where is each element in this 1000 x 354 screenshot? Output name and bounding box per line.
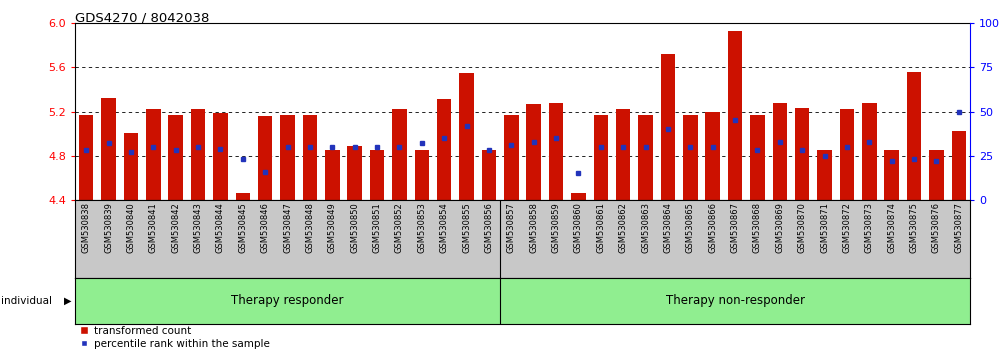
Bar	[437, 99, 451, 200]
Bar	[952, 131, 966, 200]
Text: GSM530868: GSM530868	[753, 202, 762, 253]
Text: GSM530843: GSM530843	[194, 202, 203, 253]
Text: GSM530854: GSM530854	[440, 202, 449, 253]
Text: GSM530860: GSM530860	[574, 202, 583, 253]
Bar	[549, 103, 563, 200]
Text: GSM530851: GSM530851	[373, 202, 382, 253]
Text: GSM530861: GSM530861	[596, 202, 605, 253]
Bar	[415, 150, 429, 200]
Bar	[773, 103, 787, 200]
Text: GSM530876: GSM530876	[932, 202, 941, 253]
Text: GSM530841: GSM530841	[149, 202, 158, 253]
Text: GSM530838: GSM530838	[82, 202, 91, 253]
Bar	[392, 109, 407, 200]
Bar	[482, 150, 496, 200]
Bar	[750, 115, 765, 200]
Text: GSM530846: GSM530846	[261, 202, 270, 253]
Text: GSM530842: GSM530842	[171, 202, 180, 253]
Bar	[504, 115, 519, 200]
Text: GSM530875: GSM530875	[910, 202, 919, 253]
Bar	[638, 115, 653, 200]
Bar	[191, 109, 205, 200]
Bar	[146, 109, 161, 200]
Text: GSM530844: GSM530844	[216, 202, 225, 253]
Text: GSM530839: GSM530839	[104, 202, 113, 253]
Bar	[370, 150, 384, 200]
Text: ▶: ▶	[64, 296, 71, 306]
Bar	[571, 193, 586, 200]
Bar	[325, 150, 340, 200]
Bar	[236, 193, 250, 200]
Text: Therapy non-responder: Therapy non-responder	[666, 295, 805, 307]
Bar	[594, 115, 608, 200]
Bar	[840, 109, 854, 200]
Text: GSM530848: GSM530848	[305, 202, 314, 253]
Text: GSM530845: GSM530845	[238, 202, 247, 253]
Bar	[347, 146, 362, 200]
Text: GSM530850: GSM530850	[350, 202, 359, 253]
Bar	[683, 115, 698, 200]
Bar	[124, 132, 138, 200]
Bar	[705, 112, 720, 200]
Text: GSM530866: GSM530866	[708, 202, 717, 253]
Text: GSM530865: GSM530865	[686, 202, 695, 253]
Text: GSM530858: GSM530858	[529, 202, 538, 253]
Bar	[526, 104, 541, 200]
Text: GSM530840: GSM530840	[126, 202, 135, 253]
Bar	[168, 115, 183, 200]
Text: individual: individual	[1, 296, 52, 306]
Bar	[280, 115, 295, 200]
Bar	[907, 72, 921, 200]
Text: GDS4270 / 8042038: GDS4270 / 8042038	[75, 11, 209, 24]
Bar	[661, 54, 675, 200]
Bar	[817, 150, 832, 200]
Bar	[213, 113, 228, 200]
Text: GSM530872: GSM530872	[842, 202, 851, 253]
Text: GSM530863: GSM530863	[641, 202, 650, 253]
Bar	[795, 108, 809, 200]
Text: GSM530870: GSM530870	[798, 202, 807, 253]
Bar	[884, 150, 899, 200]
Text: GSM530871: GSM530871	[820, 202, 829, 253]
Text: GSM530855: GSM530855	[462, 202, 471, 253]
Bar	[862, 103, 877, 200]
Text: GSM530867: GSM530867	[731, 202, 740, 253]
Text: GSM530873: GSM530873	[865, 202, 874, 253]
Bar	[258, 116, 272, 200]
Text: GSM530852: GSM530852	[395, 202, 404, 253]
Bar	[79, 115, 93, 200]
Bar	[616, 109, 630, 200]
Text: GSM530853: GSM530853	[417, 202, 426, 253]
Bar	[101, 98, 116, 200]
Bar	[459, 73, 474, 200]
Text: GSM530869: GSM530869	[775, 202, 784, 253]
Text: GSM530847: GSM530847	[283, 202, 292, 253]
Text: GSM530862: GSM530862	[619, 202, 628, 253]
Text: GSM530849: GSM530849	[328, 202, 337, 253]
Text: GSM530856: GSM530856	[484, 202, 493, 253]
Bar	[929, 150, 944, 200]
Text: GSM530864: GSM530864	[663, 202, 672, 253]
Text: GSM530877: GSM530877	[954, 202, 963, 253]
Legend: transformed count, percentile rank within the sample: transformed count, percentile rank withi…	[80, 326, 270, 349]
Text: GSM530857: GSM530857	[507, 202, 516, 253]
Text: Therapy responder: Therapy responder	[231, 295, 344, 307]
Bar	[728, 31, 742, 200]
Bar	[303, 115, 317, 200]
Text: GSM530874: GSM530874	[887, 202, 896, 253]
Text: GSM530859: GSM530859	[552, 202, 561, 253]
